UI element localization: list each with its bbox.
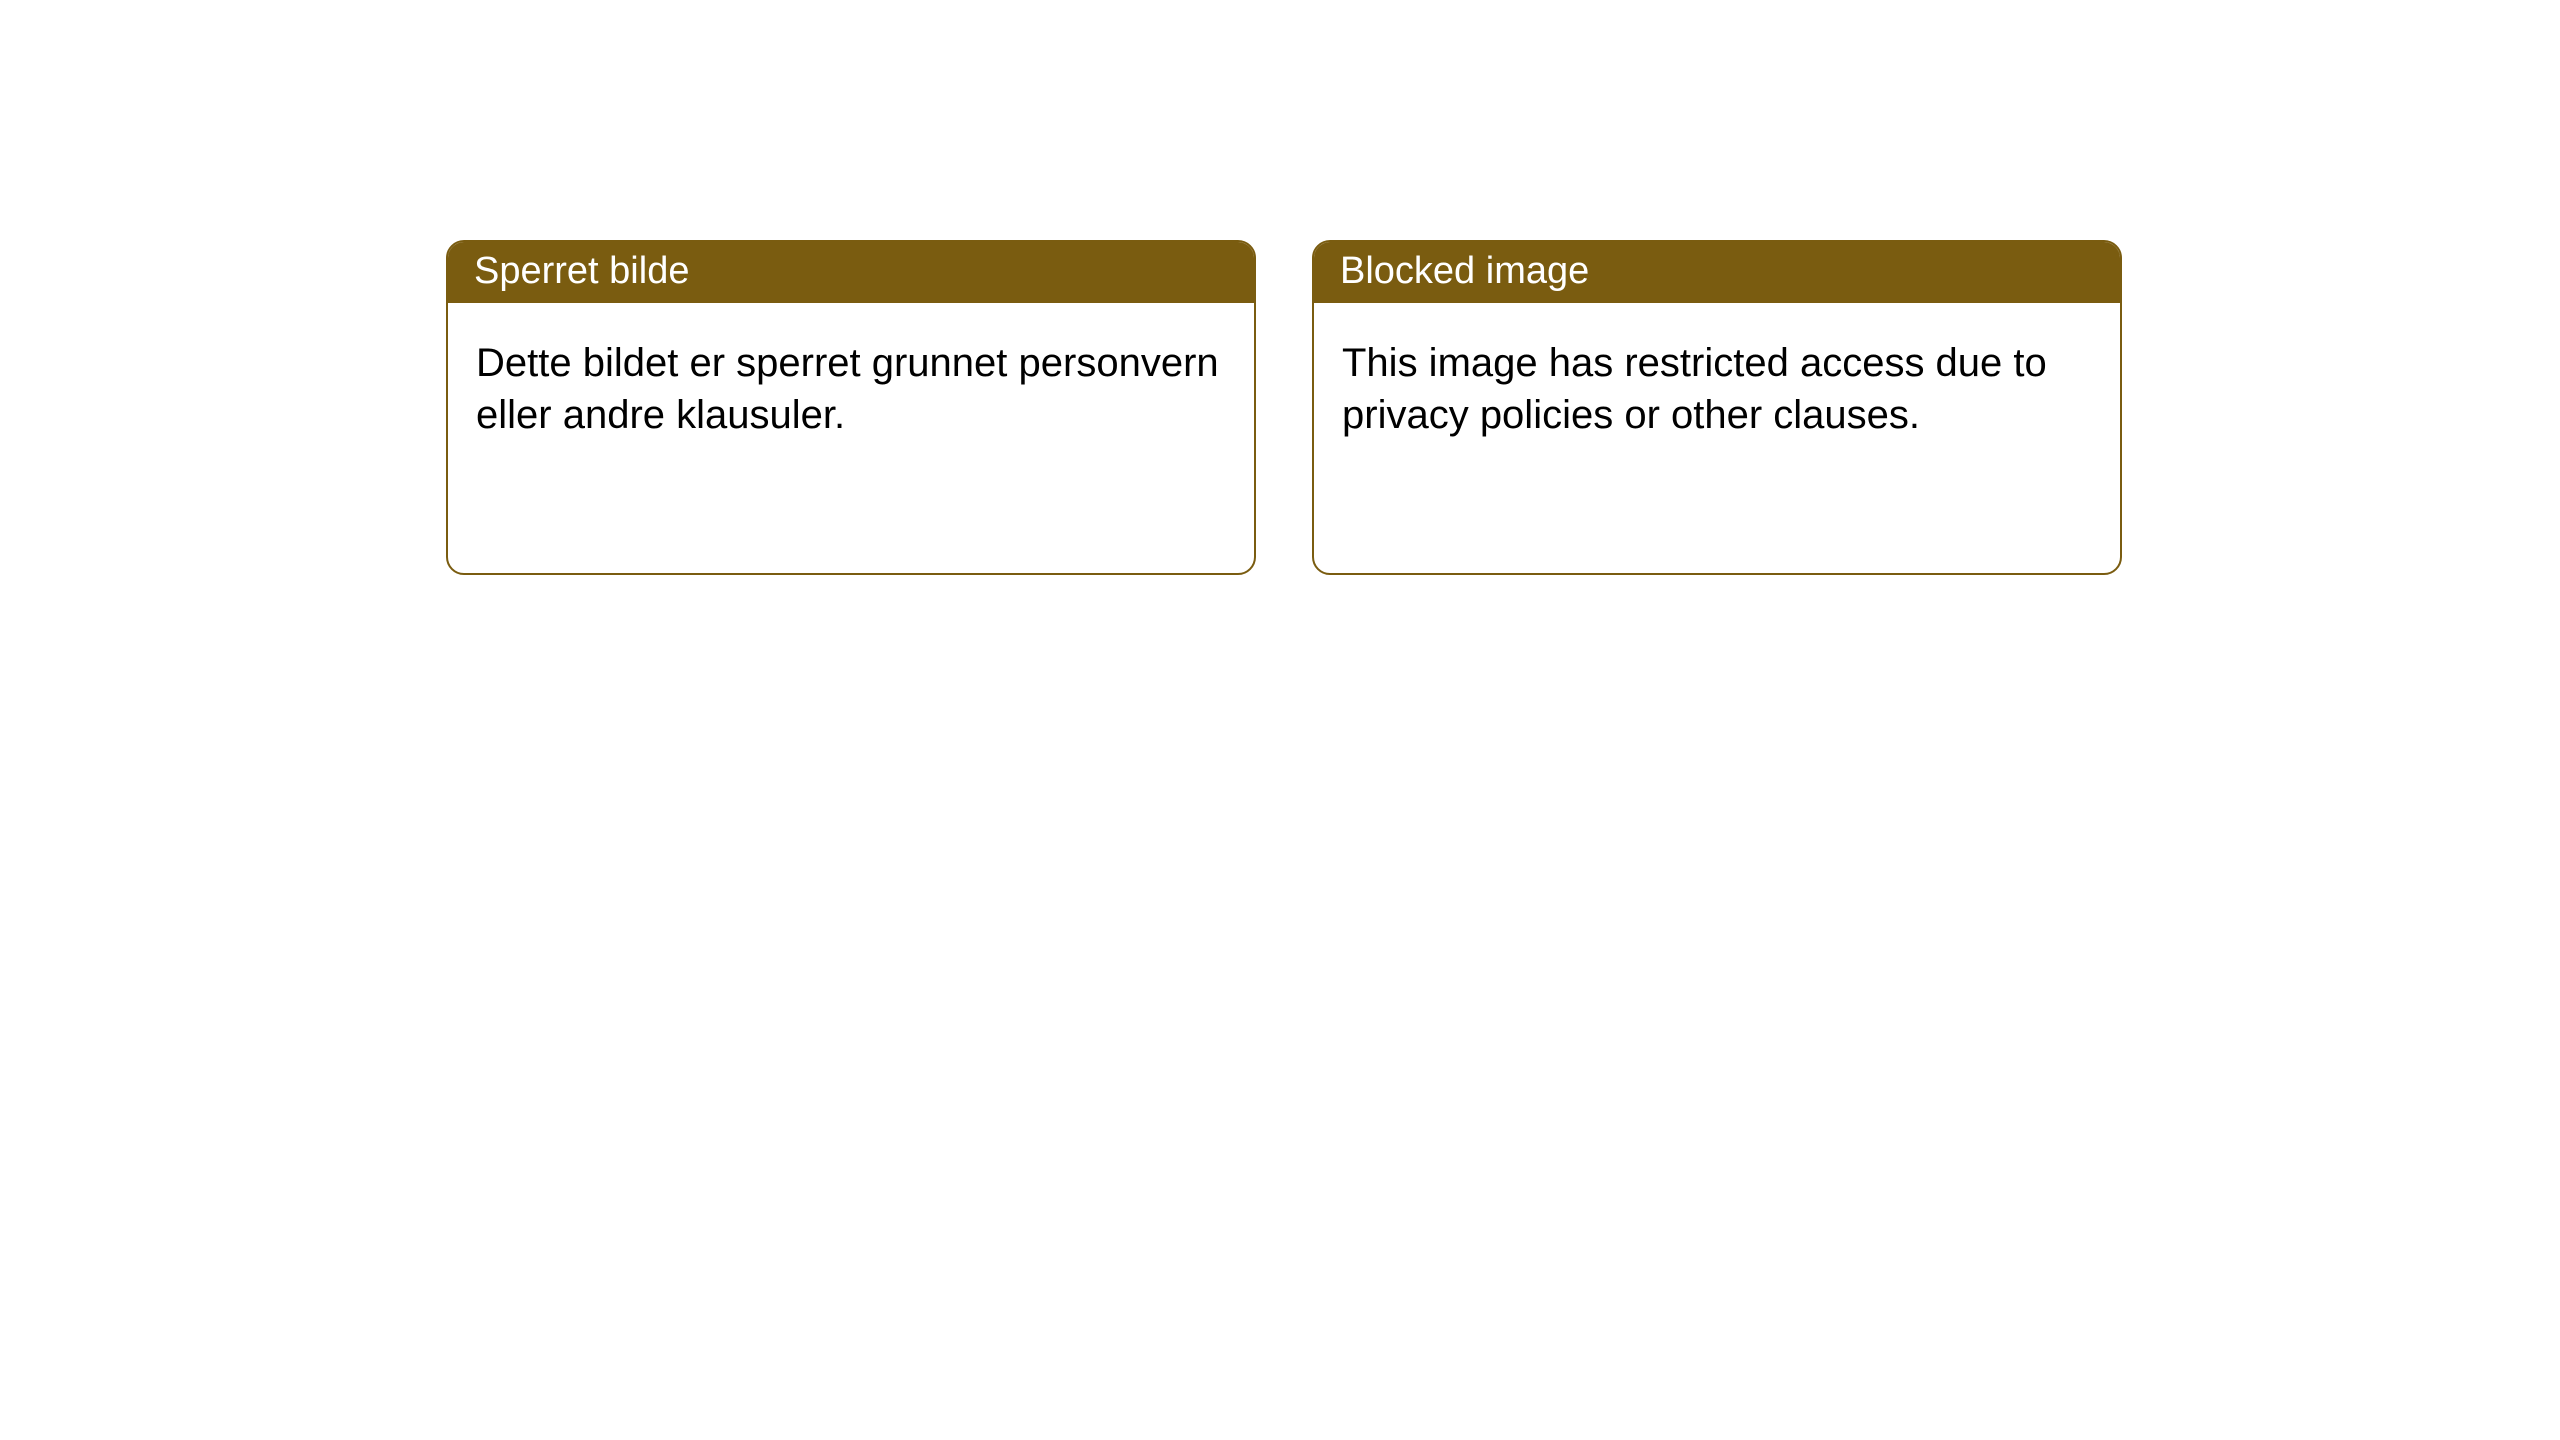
notice-title: Sperret bilde (448, 242, 1254, 303)
notice-title: Blocked image (1314, 242, 2120, 303)
notice-body-text: This image has restricted access due to … (1314, 303, 2120, 475)
notice-container: Sperret bilde Dette bildet er sperret gr… (0, 0, 2560, 575)
notice-body-text: Dette bildet er sperret grunnet personve… (448, 303, 1254, 475)
notice-card-norwegian: Sperret bilde Dette bildet er sperret gr… (446, 240, 1256, 575)
notice-card-english: Blocked image This image has restricted … (1312, 240, 2122, 575)
